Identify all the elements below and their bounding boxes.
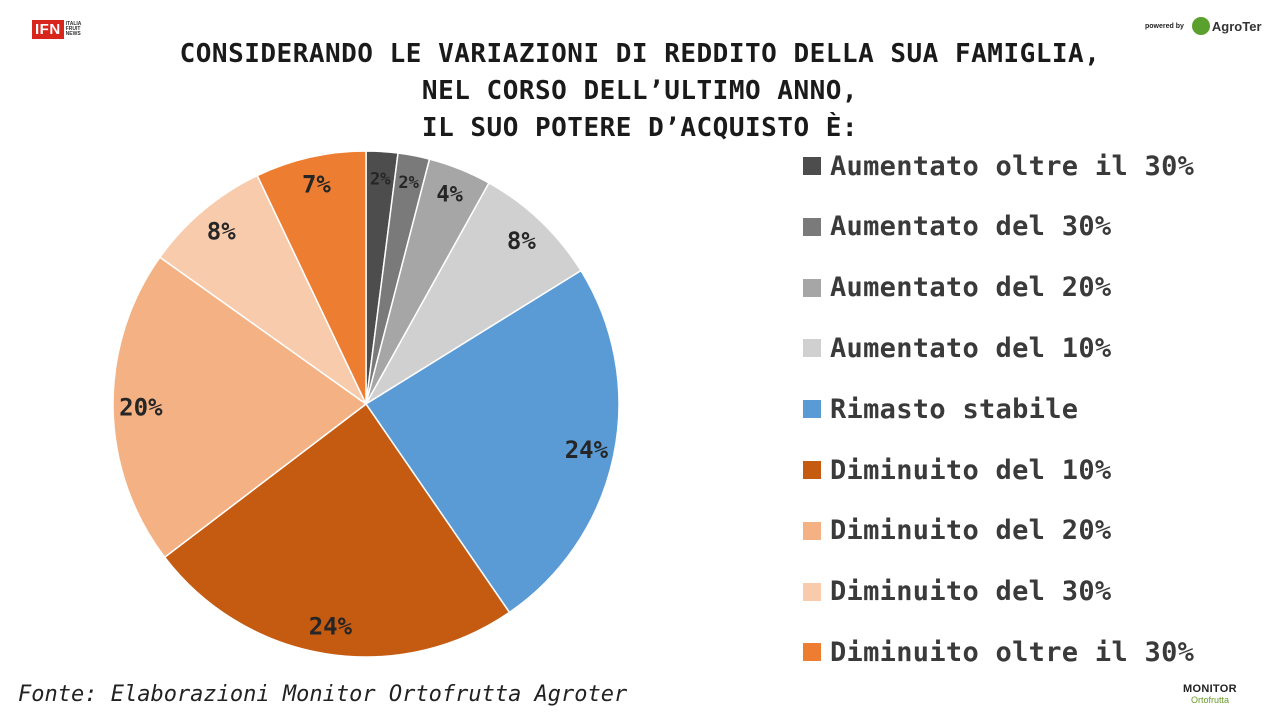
legend-swatch <box>803 278 821 297</box>
legend-item: Diminuito del 30% <box>803 572 1111 612</box>
title-line: CONSIDERANDO LE VARIAZIONI DI REDDITO DE… <box>179 39 1101 69</box>
legend-label: Aumentato oltre il 30% <box>830 150 1195 182</box>
powered-by-text: powered by <box>1145 22 1184 30</box>
monitor-logo-top: MONITOR <box>1183 683 1237 695</box>
legend-item: Aumentato del 10% <box>803 328 1111 368</box>
legend-label: Aumentato del 20% <box>830 272 1112 304</box>
agroter-name: AgroTer <box>1211 18 1262 34</box>
pie-slice <box>163 402 511 658</box>
data-label: 2% <box>398 173 419 193</box>
legend-swatch <box>803 521 821 540</box>
agroter-mark-icon <box>1191 17 1210 35</box>
agroter-logo: powered by AgroTer <box>1145 17 1262 35</box>
monitor-logo-bottom: Ortofrutta <box>1191 695 1230 705</box>
title-line: IL SUO POTERE D’ACQUISTO È: <box>421 113 859 143</box>
ifn-logo-text: IFN <box>32 20 64 39</box>
data-label: 7% <box>302 170 331 198</box>
pie-slice <box>112 256 368 559</box>
legend-label: Aumentato del 10% <box>830 332 1112 364</box>
ifn-logo-subtitle: ITALIA FRUIT NEWS <box>66 22 82 37</box>
legend-item: Aumentato del 20% <box>803 268 1111 308</box>
pie-slice <box>364 269 620 614</box>
chart-title: CONSIDERANDO LE VARIAZIONI DI REDDITO DE… <box>0 36 1280 147</box>
ifn-logo: IFN ITALIA FRUIT NEWS <box>32 20 81 39</box>
legend-label: Diminuito del 10% <box>830 454 1112 486</box>
legend-item: Rimasto stabile <box>803 389 1078 429</box>
ifn-sub-line: ITALIA <box>65 21 82 27</box>
ifn-sub-line: FRUIT <box>65 26 81 32</box>
source-note: Fonte: Elaborazioni Monitor Ortofrutta A… <box>18 682 628 707</box>
legend-swatch <box>803 339 821 358</box>
legend-swatch <box>803 400 821 419</box>
legend-swatch <box>803 643 821 662</box>
data-label: 4% <box>436 182 463 207</box>
pie-slice <box>158 174 368 407</box>
legend-swatch <box>803 582 821 601</box>
data-label: 24% <box>309 612 353 640</box>
ifn-sub-line: NEWS <box>65 31 81 37</box>
data-label: 20% <box>119 394 163 422</box>
data-label: 2% <box>370 169 391 189</box>
legend-swatch <box>803 461 821 479</box>
data-label: 8% <box>207 218 236 246</box>
data-label: 8% <box>507 227 536 255</box>
legend-label: Diminuito del 30% <box>830 576 1112 608</box>
legend-label: Aumentato del 30% <box>830 211 1112 243</box>
pie-slice <box>256 150 367 405</box>
legend-item: Aumentato oltre il 30% <box>803 146 1194 186</box>
legend-swatch <box>803 157 821 175</box>
monitor-ortofrutta-logo: MONITOR Ortofrutta <box>1183 684 1237 706</box>
data-label: 24% <box>565 436 609 464</box>
legend-label: Rimasto stabile <box>830 393 1079 425</box>
legend-item: Diminuito oltre il 30% <box>803 632 1194 672</box>
title-line: NEL CORSO DELL’ULTIMO ANNO, <box>421 76 859 106</box>
legend-item: Diminuito del 20% <box>803 511 1111 551</box>
legend-swatch <box>803 217 821 236</box>
legend-item: Diminuito del 10% <box>803 450 1111 490</box>
pie-slice <box>363 181 583 407</box>
legend-label: Diminuito oltre il 30% <box>830 636 1195 668</box>
legend-item: Aumentato del 30% <box>803 207 1111 247</box>
legend-label: Diminuito del 20% <box>830 515 1112 547</box>
